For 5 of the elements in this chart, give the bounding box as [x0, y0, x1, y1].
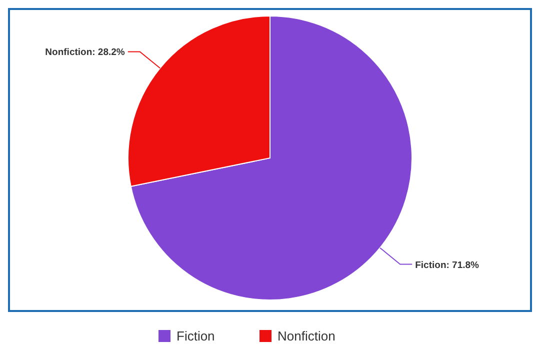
pie-slice — [130, 16, 412, 300]
legend-label: Fiction — [176, 328, 215, 344]
legend-label: Nonfiction — [278, 328, 336, 344]
data-label: Nonfiction: 28.2% — [45, 47, 126, 58]
data-label: Fiction: 71.8% — [415, 260, 480, 271]
